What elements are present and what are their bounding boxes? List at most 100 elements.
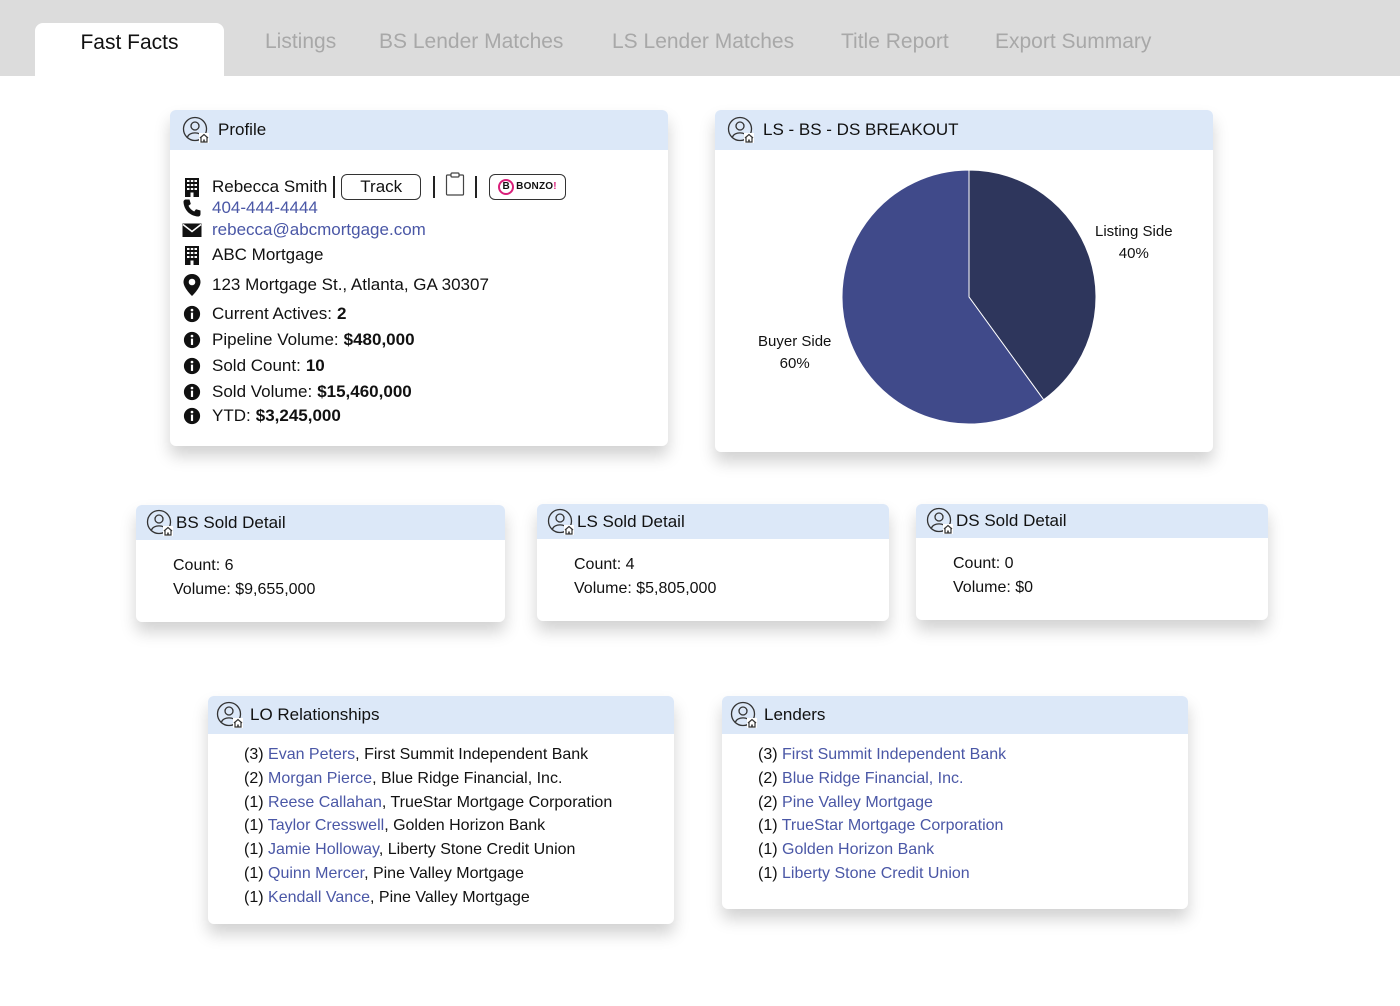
- clipboard-icon[interactable]: [445, 172, 465, 201]
- info-icon: [182, 330, 202, 350]
- stat-label: Sold Volume:: [212, 382, 313, 401]
- email-link[interactable]: rebecca@abcmortgage.com: [212, 220, 426, 239]
- list-item: (2) Blue Ridge Financial, Inc.: [758, 767, 1188, 791]
- lenders-card: Lenders (3) First Summit Independent Ban…: [722, 696, 1188, 909]
- stat-row: Sold Count: 10: [182, 356, 325, 376]
- pie-slice-buyer-side[interactable]: [841, 169, 1045, 425]
- bonzo-logo-icon: B: [498, 178, 515, 195]
- list-item: (1) Taylor Cresswell, Golden Horizon Ban…: [244, 814, 674, 838]
- lo-org: , TrueStar Mortgage Corporation: [381, 793, 613, 811]
- list-item: (1) Golden Horizon Bank: [758, 838, 1188, 862]
- item-count: (2): [244, 769, 264, 787]
- item-count: (1): [758, 841, 778, 859]
- item-count: (1): [758, 817, 778, 835]
- ls-sold-title: LS Sold Detail: [577, 511, 685, 531]
- building-icon: [182, 245, 202, 265]
- profile-address: 123 Mortgage St., Atlanta, GA 30307: [212, 275, 489, 294]
- lo-name-link[interactable]: Taylor Cresswell: [267, 817, 385, 835]
- item-count: (1): [244, 841, 264, 859]
- tab-fast-facts[interactable]: Fast Facts: [35, 23, 224, 76]
- ds-sold-body: Count: 0 Volume: $0: [916, 538, 1268, 600]
- profile-company-row: ABC Mortgage: [182, 245, 324, 265]
- list-item: (2) Pine Valley Mortgage: [758, 791, 1188, 815]
- lo-name-link[interactable]: Morgan Pierce: [268, 769, 373, 787]
- item-count: (3): [758, 746, 778, 763]
- lo-relationships-header: LO Relationships: [208, 696, 674, 734]
- stat-label: Current Actives:: [212, 304, 332, 323]
- profile-email-row: rebecca@abcmortgage.com: [182, 220, 426, 240]
- ds-sold-card-header: DS Sold Detail: [916, 504, 1268, 538]
- profile-phone-row: 404-444-4444: [182, 198, 318, 218]
- lo-org: , Blue Ridge Financial, Inc.: [372, 769, 563, 787]
- pie-label-listing-side: Listing Side 40%: [1095, 221, 1173, 265]
- breakout-card-title: LS - BS - DS BREAKOUT: [763, 120, 959, 139]
- lo-org: , Liberty Stone Credit Union: [378, 841, 576, 859]
- tab-export-summary[interactable]: Export Summary: [995, 30, 1152, 53]
- lo-name-link[interactable]: Quinn Mercer: [268, 864, 365, 882]
- lenders-header: Lenders: [722, 696, 1188, 734]
- bs-sold-card-header: BS Sold Detail: [136, 505, 505, 540]
- stat-value: 2: [337, 304, 347, 323]
- lo-name-link[interactable]: Jamie Holloway: [268, 841, 379, 859]
- ds-sold-count: Count: 0: [953, 555, 1014, 572]
- bonzo-mark: !: [553, 181, 557, 192]
- lender-link[interactable]: Golden Horizon Bank: [782, 841, 935, 859]
- ls-sold-card: LS Sold Detail Count: 4 Volume: $5,805,0…: [537, 504, 889, 621]
- list-item: (1) Jamie Holloway, Liberty Stone Credit…: [244, 838, 674, 862]
- info-icon: [182, 356, 202, 376]
- divider: [333, 175, 336, 198]
- pie-slice-listing-side[interactable]: [968, 169, 1097, 401]
- stat-row: Pipeline Volume: $480,000: [182, 330, 415, 350]
- ls-sold-volume: Volume: $5,805,000: [574, 580, 717, 597]
- list-item: (1) TrueStar Mortgage Corporation: [758, 814, 1188, 838]
- list-item: (2) Morgan Pierce, Blue Ridge Financial,…: [244, 767, 674, 791]
- stat-value: $3,245,000: [255, 406, 341, 425]
- lender-link[interactable]: TrueStar Mortgage Corporation: [781, 817, 1004, 835]
- item-count: (1): [244, 793, 264, 811]
- profile-name: Rebecca Smith: [212, 176, 328, 196]
- bs-sold-count: Count: 6: [173, 557, 234, 574]
- lo-relationships-title: LO Relationships: [250, 705, 380, 724]
- user-home-icon: [926, 507, 954, 535]
- lo-name-link[interactable]: Evan Peters: [268, 746, 356, 763]
- lo-name-link[interactable]: Kendall Vance: [268, 888, 371, 906]
- user-home-icon: [547, 508, 575, 536]
- profile-address-row: 123 Mortgage St., Atlanta, GA 30307: [182, 274, 489, 296]
- tab-ls-lender-matches[interactable]: LS Lender Matches: [612, 30, 795, 53]
- bonzo-label: BONZO: [516, 181, 554, 192]
- pie-label-value: 40%: [1118, 245, 1149, 262]
- lenders-title: Lenders: [764, 705, 826, 724]
- lenders-list: (3) First Summit Independent Bank (2) Bl…: [722, 734, 1188, 886]
- user-home-icon: [727, 116, 755, 144]
- lo-name-link[interactable]: Reese Callahan: [268, 793, 382, 811]
- profile-card-title: Profile: [218, 120, 267, 139]
- lo-org: , Golden Horizon Bank: [384, 817, 546, 835]
- item-count: (2): [758, 769, 778, 787]
- ls-sold-card-header: LS Sold Detail: [537, 504, 889, 539]
- ds-sold-title: DS Sold Detail: [956, 511, 1067, 530]
- lender-link[interactable]: First Summit Independent Bank: [782, 746, 1007, 763]
- pie-label-name: Listing Side: [1095, 223, 1173, 240]
- bs-sold-title: BS Sold Detail: [176, 512, 286, 532]
- lender-link[interactable]: Blue Ridge Financial, Inc.: [782, 769, 964, 787]
- map-pin-icon: [182, 274, 202, 296]
- lo-relationships-list: (3) Evan Peters, First Summit Independen…: [208, 734, 674, 910]
- lender-link[interactable]: Liberty Stone Credit Union: [782, 864, 970, 882]
- lo-org: , Pine Valley Mortgage: [370, 888, 530, 906]
- lender-link[interactable]: Pine Valley Mortgage: [782, 793, 933, 811]
- breakout-card-header: LS - BS - DS BREAKOUT: [715, 110, 1213, 150]
- item-count: (1): [244, 864, 264, 882]
- bonzo-button[interactable]: B BONZO!: [489, 173, 566, 200]
- user-home-icon: [730, 701, 758, 729]
- info-icon: [182, 406, 202, 426]
- track-button[interactable]: Track: [341, 173, 422, 200]
- profile-card: Profile Rebecca Smith Track B BONZO! 404…: [170, 110, 668, 446]
- divider: [475, 175, 478, 198]
- tab-bs-lender-matches[interactable]: BS Lender Matches: [379, 30, 564, 53]
- tab-bar: Fast Facts Listings BS Lender Matches LS…: [0, 0, 1400, 76]
- tab-title-report[interactable]: Title Report: [841, 30, 949, 53]
- phone-link[interactable]: 404-444-4444: [212, 198, 318, 217]
- stat-value: 10: [305, 356, 325, 375]
- stat-row: Current Actives: 2: [182, 304, 346, 324]
- tab-listings[interactable]: Listings: [265, 30, 337, 53]
